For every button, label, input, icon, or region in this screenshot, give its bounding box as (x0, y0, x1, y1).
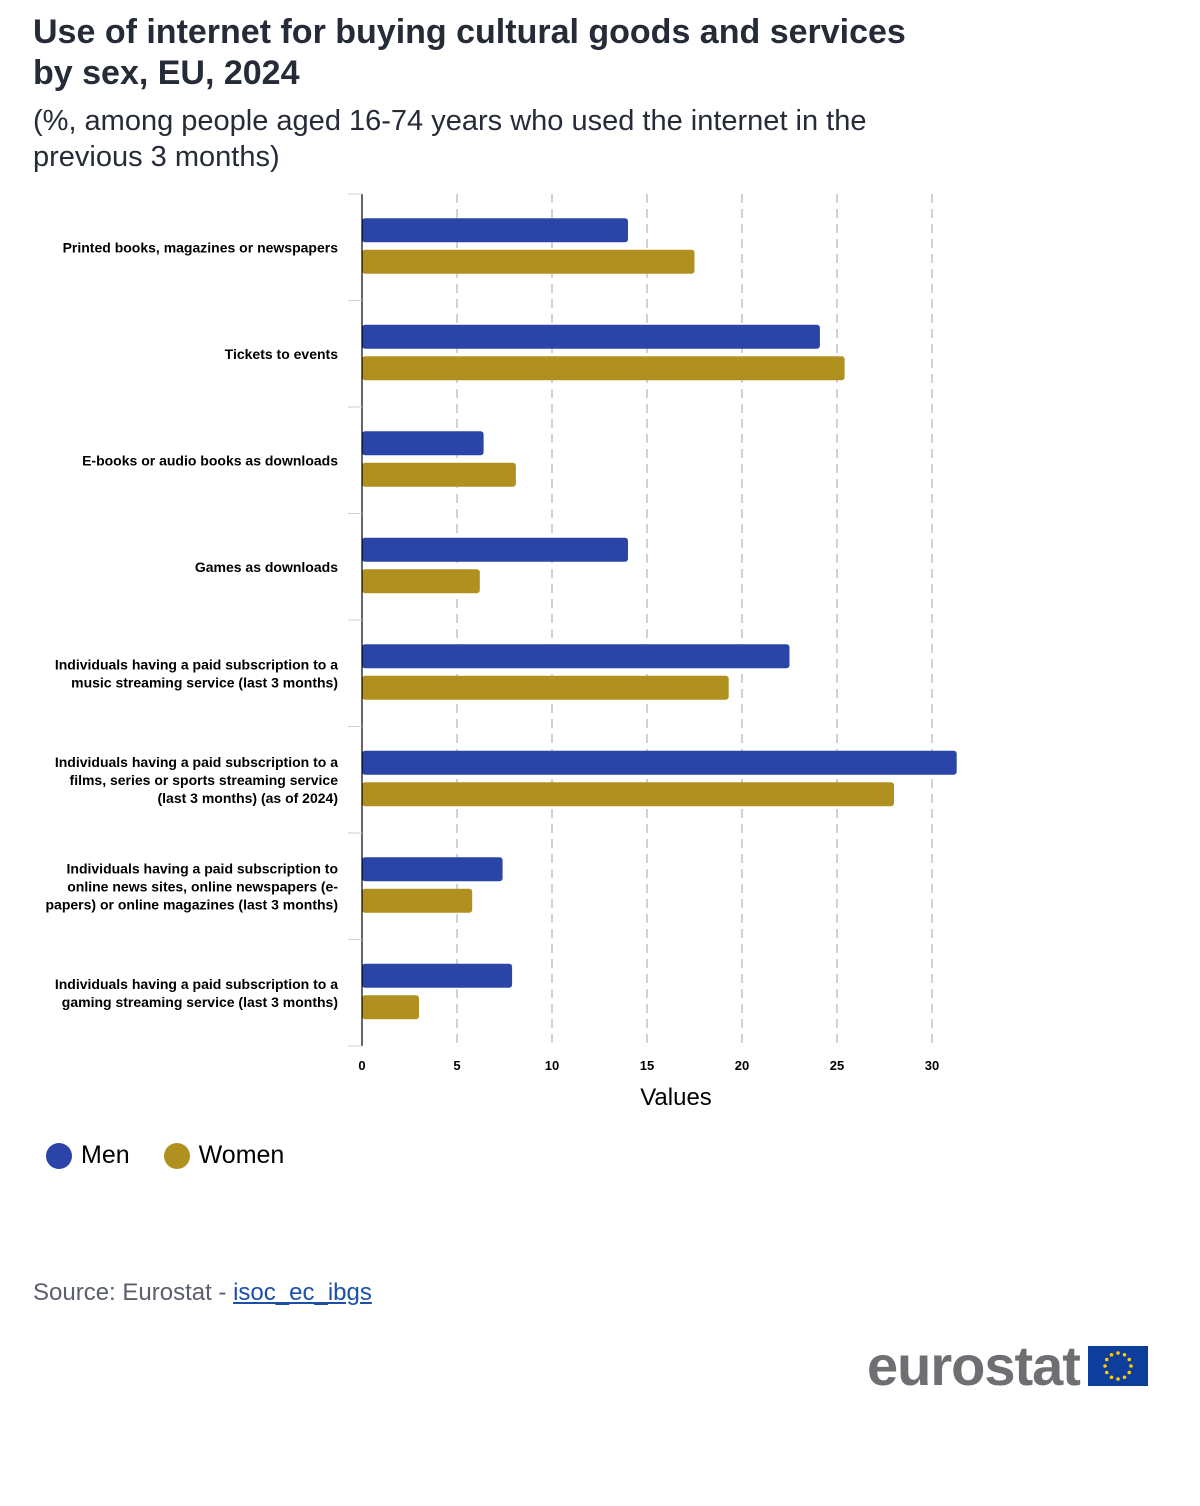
logo-wordmark: eurostat (867, 1334, 1081, 1397)
bar-chart: 0 5 10 15 20 25 30 Printed books, magazines or… (45, 193, 957, 1111)
x-tick-label: 30 (925, 1058, 939, 1073)
eurostat-logo: eurostat (867, 1336, 1148, 1396)
flag-star (1122, 1375, 1127, 1380)
bar-men-7[interactable] (362, 963, 513, 988)
category-label: Individuals having a paid subscription t… (55, 656, 338, 690)
bar-women-0[interactable] (362, 249, 695, 274)
category-label: Individuals having a paid subscription t… (55, 976, 338, 1010)
flag-star (1129, 1364, 1133, 1368)
bar-women-5[interactable] (362, 782, 894, 807)
legend-marker-women (163, 1142, 190, 1169)
flag-star (1127, 1357, 1131, 1362)
x-tick-label: 25 (830, 1058, 844, 1073)
flag-star (1127, 1370, 1131, 1375)
category-label: Individuals having a paid subscription t… (45, 860, 338, 912)
x-tick-label: 5 (453, 1058, 460, 1073)
source-dataset-link[interactable]: isoc_ec_ibgs (233, 1279, 372, 1306)
x-tick-label: 10 (545, 1058, 559, 1073)
bar-men-3[interactable] (362, 537, 628, 562)
flag-star (1116, 1351, 1120, 1355)
flag-star (1109, 1352, 1114, 1357)
bar-women-7[interactable] (362, 995, 419, 1020)
bar-women-6[interactable] (362, 888, 473, 913)
legend-item-men[interactable]: Men (46, 1141, 130, 1170)
category-label: Individuals having a paid subscription t… (55, 754, 338, 806)
flag-star (1122, 1352, 1127, 1357)
bar-men-5[interactable] (362, 750, 957, 775)
x-tick-label: 15 (640, 1058, 654, 1073)
category-label: Tickets to events (225, 346, 339, 362)
bar-men-0[interactable] (362, 218, 628, 243)
flag-star (1104, 1370, 1109, 1375)
flag-star (1104, 1357, 1109, 1362)
bar-men-6[interactable] (362, 857, 503, 882)
legend-marker-men (46, 1142, 72, 1169)
category-labels: Printed books, magazines or newspapers Ti… (45, 239, 338, 1010)
legend-label-women: Women (198, 1141, 285, 1169)
chart-subtitle: (%, among people aged 16-74 years who us… (33, 105, 867, 173)
flag-star (1109, 1375, 1114, 1380)
category-label: E-books or audio books as downloads (82, 452, 338, 468)
bar-women-2[interactable] (362, 462, 516, 487)
axes: 0 5 10 15 20 25 30 (348, 193, 939, 1073)
x-axis-title: Values (640, 1084, 712, 1111)
bar-men-1[interactable] (362, 324, 820, 349)
source-note: Source: Eurostat - isoc_ec_ibgs (33, 1279, 372, 1307)
legend-label-men: Men (81, 1141, 130, 1169)
bars (362, 218, 957, 1020)
eu-flag-icon (1087, 1346, 1148, 1386)
flag-star (1103, 1364, 1107, 1368)
legend-item-women[interactable]: Women (163, 1141, 285, 1170)
bar-women-1[interactable] (362, 356, 845, 381)
bar-women-3[interactable] (362, 569, 480, 594)
bar-men-2[interactable] (362, 431, 484, 456)
gridlines (456, 194, 933, 1046)
source-prefix: Source: Eurostat - (33, 1279, 234, 1306)
category-label: Printed books, magazines or newspapers (63, 239, 339, 255)
flag-star (1116, 1377, 1120, 1381)
legend: Men Women (46, 1141, 318, 1170)
chart-title: Use of internet for buying cultural good… (33, 13, 906, 92)
bar-women-4[interactable] (362, 675, 729, 700)
x-tick-label: 20 (735, 1058, 749, 1073)
x-tick-label: 0 (358, 1058, 365, 1073)
bar-men-4[interactable] (362, 644, 790, 669)
category-label: Games as downloads (195, 559, 338, 575)
